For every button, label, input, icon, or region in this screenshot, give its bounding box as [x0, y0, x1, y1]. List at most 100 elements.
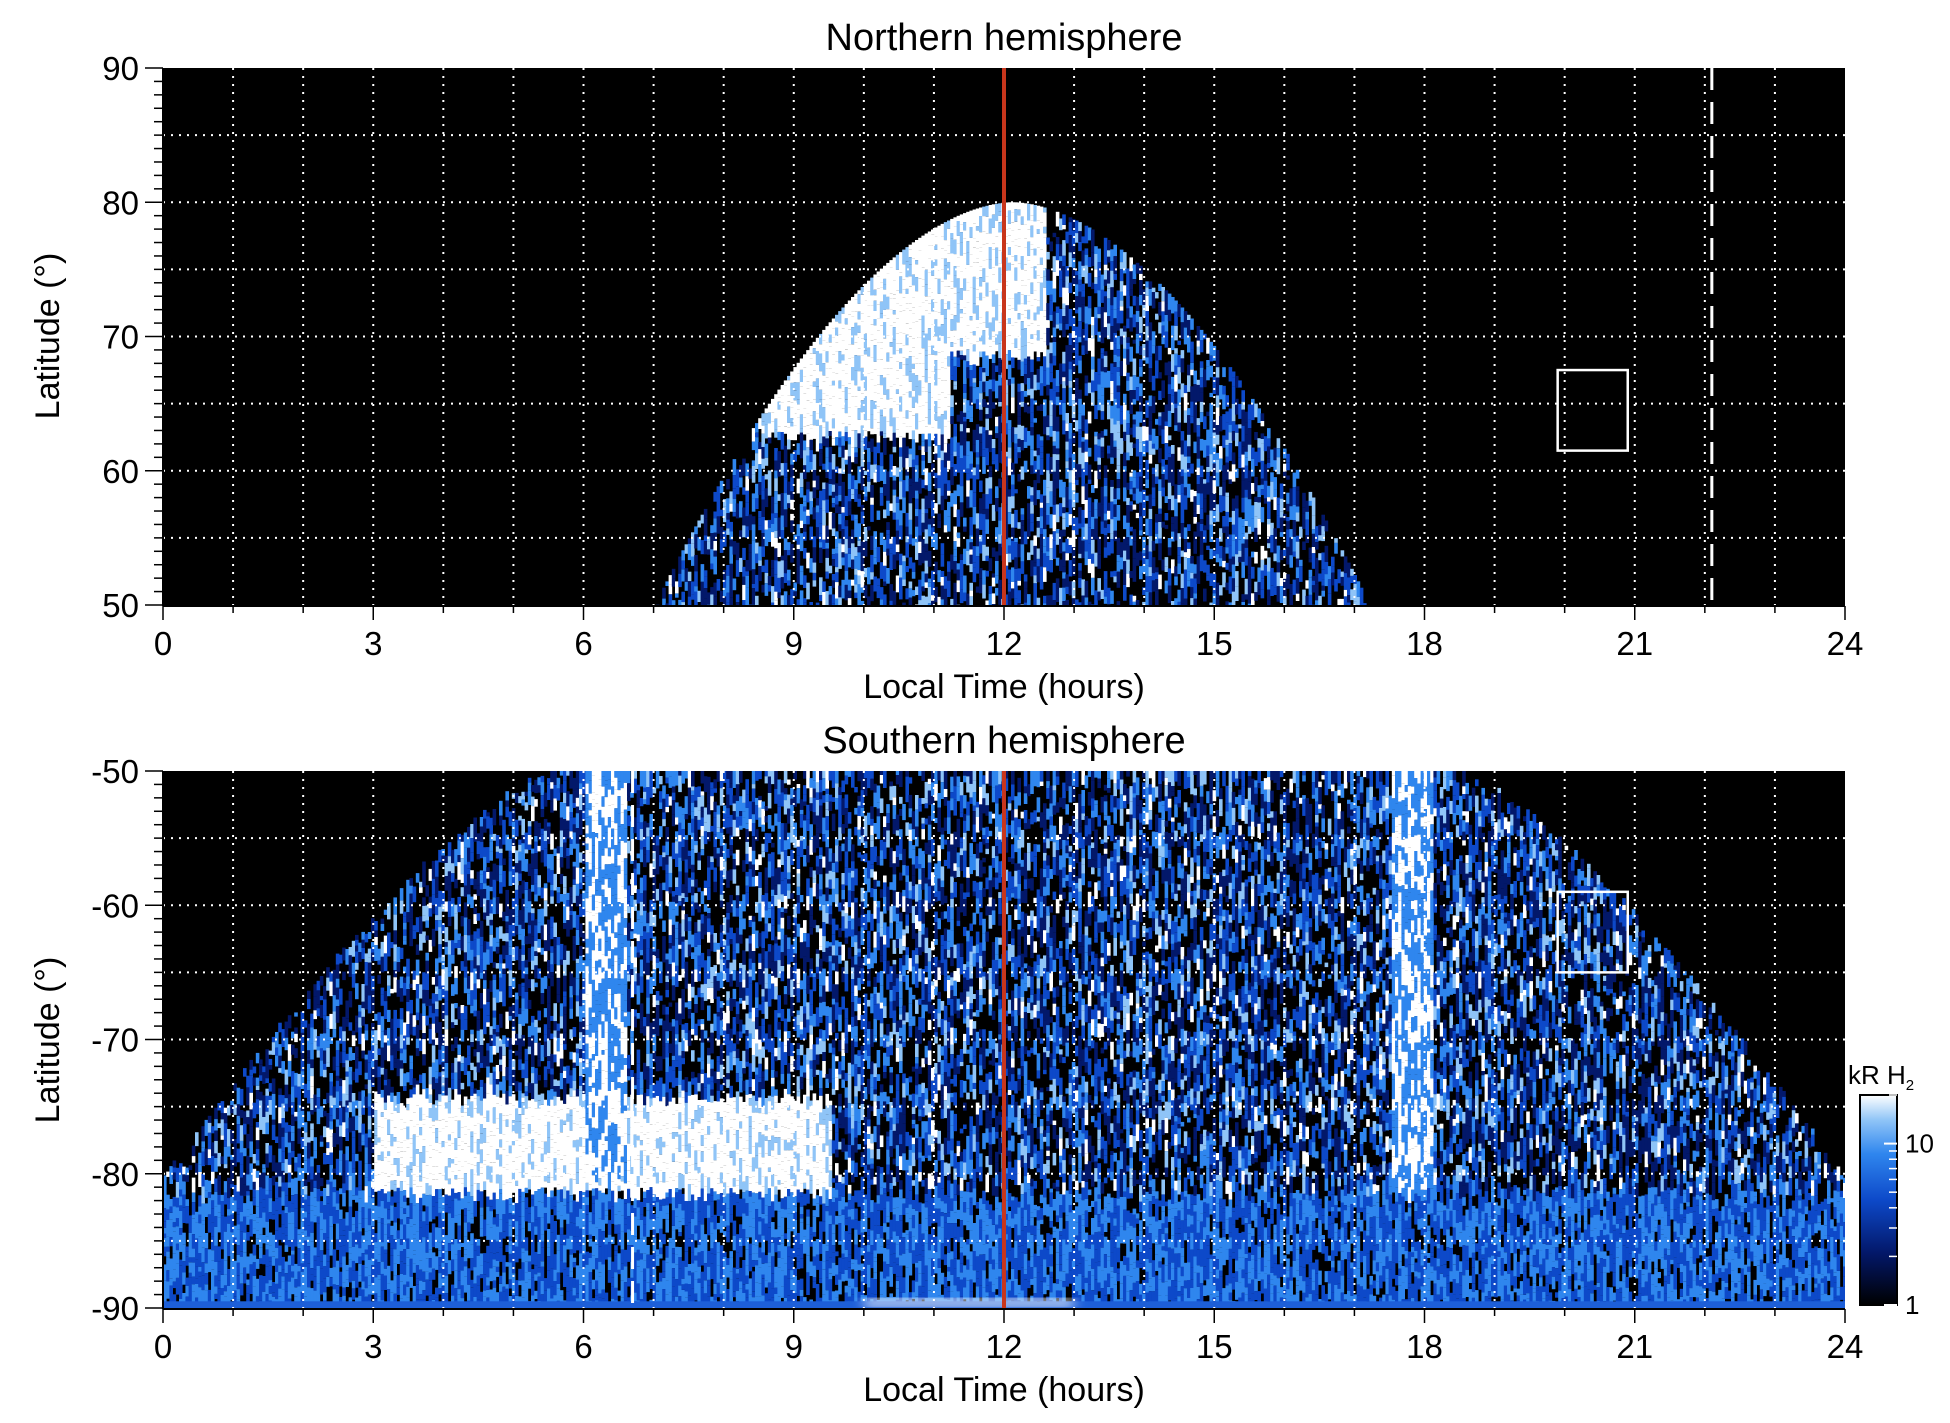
south-data-cell [275, 1181, 279, 1199]
north-data-cell [979, 498, 983, 510]
north-data-cell [863, 436, 868, 450]
north-data-cell [1129, 404, 1133, 414]
south-data-cell [182, 1194, 186, 1208]
north-data-cell [1020, 525, 1025, 537]
north-data-cell [911, 407, 916, 416]
north-data-cell [1177, 469, 1181, 485]
north-data-cell [918, 363, 922, 381]
north-data-cell [713, 518, 717, 533]
south-data-cell [198, 1223, 202, 1237]
north-data-cell [1113, 318, 1117, 333]
north-data-cell [831, 503, 836, 508]
north-data-cell [963, 239, 967, 254]
north-data-cell [1027, 360, 1031, 378]
north-data-cell [854, 547, 858, 557]
north-data-cell [1043, 276, 1047, 288]
north-data-cell [1100, 395, 1105, 405]
north-data-cell [780, 515, 785, 530]
north-data-cell [703, 508, 708, 519]
north-data-cell [1299, 559, 1303, 567]
north-data-cell [1190, 598, 1194, 605]
north-data-cell [857, 552, 861, 564]
north-data-cell [1004, 229, 1009, 237]
north-data-cell [931, 535, 935, 548]
north-data-cell [1318, 553, 1322, 561]
north-data-cell [1151, 467, 1156, 475]
south-data-cell [278, 1094, 282, 1108]
north-data-cell [889, 357, 893, 369]
south-data-cell [265, 1244, 269, 1250]
south-data-cell [163, 1208, 167, 1222]
north-data-cell [879, 599, 884, 605]
north-data-cell [979, 328, 983, 336]
north-data-cell [969, 590, 973, 597]
south-data-cell [207, 1259, 212, 1273]
north-data-cell [828, 511, 833, 530]
north-data-cell [1244, 521, 1249, 526]
north-data-cell [1110, 309, 1114, 327]
north-data-cell [1020, 425, 1025, 441]
north-data-cell [937, 520, 941, 528]
north-data-cell [1199, 392, 1204, 402]
south-data-cell [297, 1265, 301, 1272]
north-data-cell [1014, 489, 1018, 494]
north-data-cell [969, 365, 973, 370]
north-data-cell [841, 423, 845, 437]
north-data-cell [924, 391, 929, 403]
north-data-cell [870, 393, 874, 401]
north-data-cell [975, 230, 980, 242]
south-data-cell [287, 1201, 292, 1213]
north-data-cell [943, 426, 948, 444]
north-data-cell [1068, 217, 1073, 223]
south-data-cell [259, 1242, 263, 1248]
north-data-cell [934, 453, 938, 460]
north-data-cell [1196, 418, 1201, 426]
south-data-cell [342, 1256, 346, 1270]
south-data-cell [332, 1105, 337, 1120]
south-data-cell [278, 1245, 282, 1252]
north-data-cell [771, 559, 775, 569]
north-data-cell [886, 273, 890, 282]
north-data-cell [1055, 244, 1060, 256]
north-data-cell [1004, 522, 1009, 540]
north-data-cell [905, 288, 909, 294]
north-data-cell [1292, 505, 1297, 520]
north-data-cell [1203, 588, 1207, 602]
north-data-cell [979, 351, 983, 358]
north-data-cell [950, 306, 954, 315]
north-data-cell [956, 215, 961, 221]
south-data-cell [191, 1257, 196, 1263]
north-data-cell [931, 379, 935, 386]
south-data-cell [332, 1133, 337, 1147]
north-data-cell [857, 594, 861, 605]
north-data-cell [943, 250, 948, 259]
north-data-cell [1129, 306, 1133, 318]
north-data-cell [1071, 218, 1076, 231]
north-data-cell [889, 503, 893, 511]
north-data-cell [1094, 436, 1098, 445]
north-data-cell [841, 313, 845, 329]
north-data-cell [838, 494, 842, 502]
south-data-cell [319, 1268, 324, 1282]
north-data-cell [870, 585, 874, 602]
north-data-cell [1055, 370, 1060, 386]
south-data-cell [329, 1013, 333, 1029]
north-data-cell [1091, 563, 1095, 578]
north-data-cell [1023, 460, 1028, 473]
south-data-cell [294, 1027, 298, 1034]
north-data-cell [870, 464, 874, 479]
north-data-cell [911, 368, 916, 374]
north-data-cell [867, 526, 871, 531]
north-data-cell [950, 467, 954, 486]
north-data-cell [1151, 396, 1156, 414]
north-data-cell [860, 459, 865, 467]
north-data-cell [1199, 377, 1204, 388]
north-data-cell [1187, 415, 1191, 420]
north-data-cell [1062, 578, 1066, 588]
north-data-cell [1100, 437, 1105, 447]
north-data-cell [1126, 342, 1130, 350]
north-data-cell [889, 543, 893, 549]
south-data-cell [294, 1085, 298, 1098]
north-data-cell [911, 347, 916, 357]
north-data-cell [1036, 368, 1041, 383]
